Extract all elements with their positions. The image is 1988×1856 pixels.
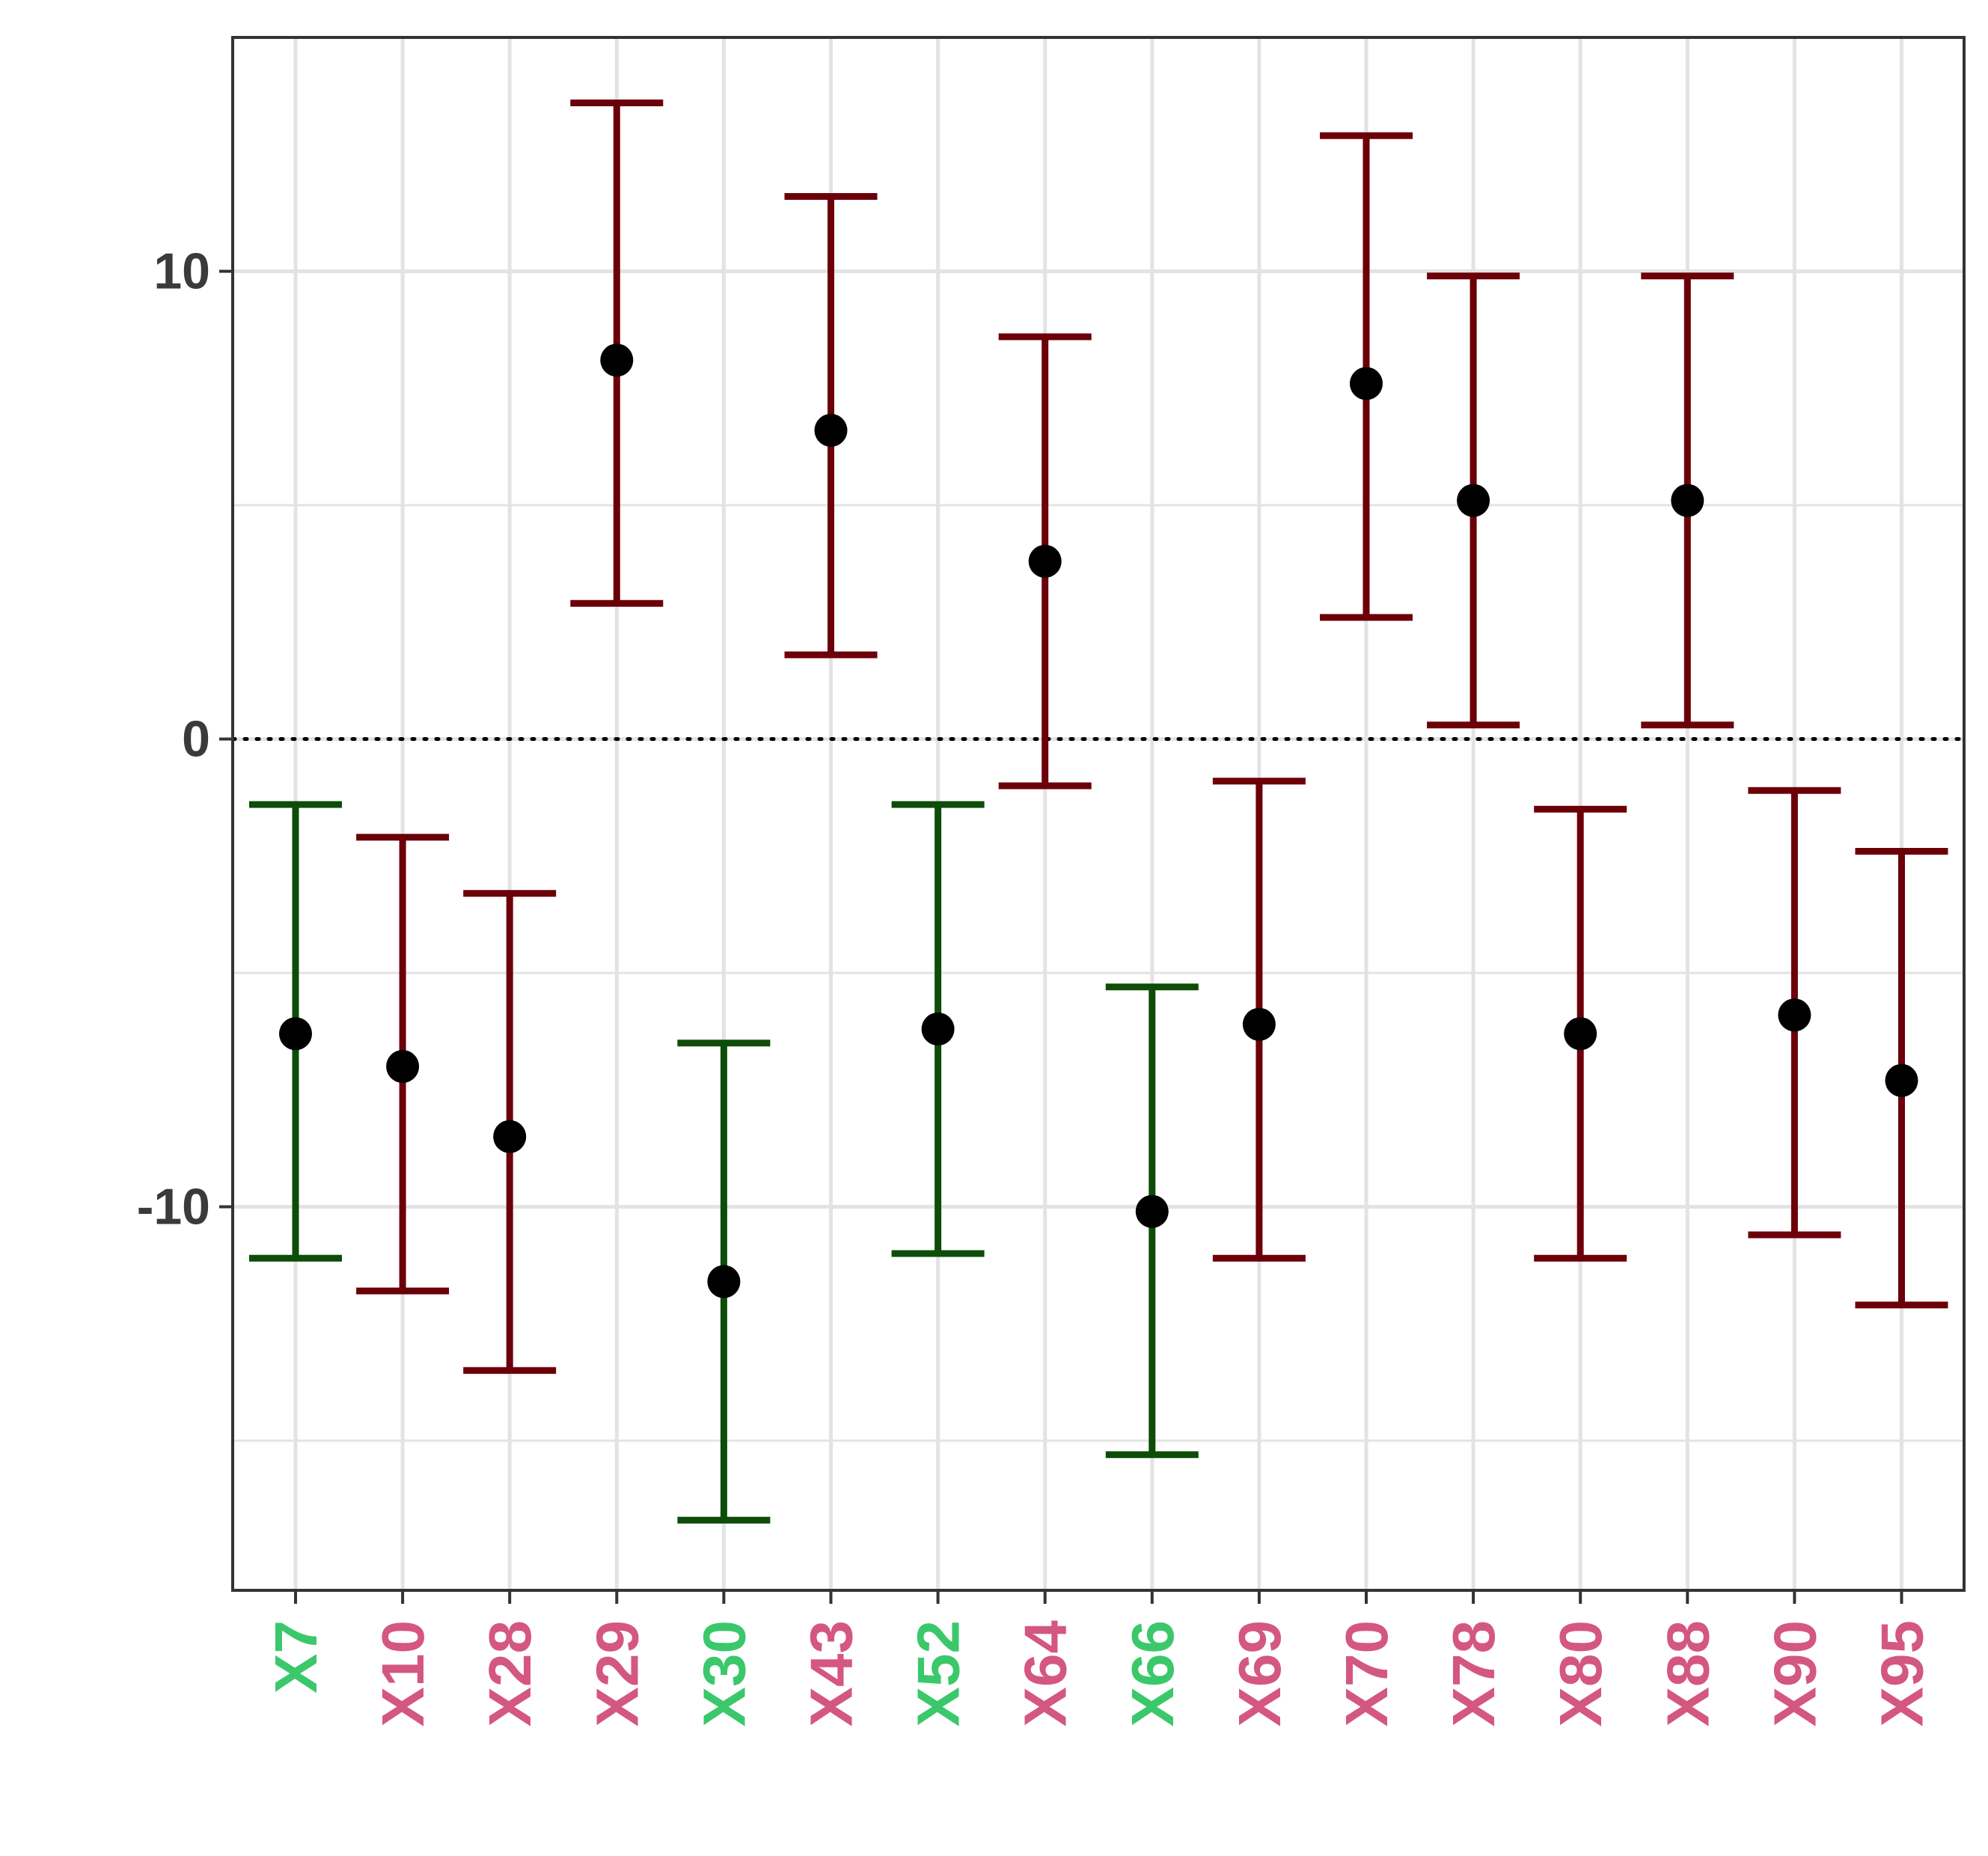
x-tick-label-x30: X30 bbox=[691, 1620, 757, 1727]
point-x69 bbox=[1242, 1007, 1276, 1041]
x-tick-label-x78: X78 bbox=[1440, 1620, 1507, 1727]
x-tick-label-x64: X64 bbox=[1012, 1620, 1079, 1727]
x-tick-label-x29: X29 bbox=[584, 1620, 650, 1727]
x-tick-label-x90: X90 bbox=[1761, 1620, 1828, 1727]
y-axis: 10 0 -10 bbox=[137, 243, 233, 1236]
x-tick-label-x88: X88 bbox=[1654, 1620, 1721, 1727]
panel-border bbox=[231, 36, 1966, 1592]
x-tick-label-x69: X69 bbox=[1226, 1620, 1293, 1727]
point-x30 bbox=[707, 1265, 741, 1298]
point-x80 bbox=[1564, 1017, 1597, 1051]
x-axis: X7 X10 X28 X29 X30 X43 X52 X64 X66 X69 X70 X78 X80 X8… bbox=[263, 1590, 1936, 1727]
point-x95 bbox=[1885, 1063, 1918, 1097]
point-x64 bbox=[1028, 545, 1062, 578]
x-tick-label-x10: X10 bbox=[370, 1620, 436, 1727]
point-x66 bbox=[1135, 1194, 1169, 1228]
point-x70 bbox=[1350, 367, 1383, 400]
point-x78 bbox=[1457, 483, 1490, 517]
point-x43 bbox=[814, 414, 848, 447]
point-x7 bbox=[279, 1017, 312, 1051]
y-tick-label: -10 bbox=[137, 1179, 210, 1236]
x-tick-label-x52: X52 bbox=[905, 1620, 972, 1727]
x-tick-label-x66: X66 bbox=[1119, 1620, 1186, 1727]
x-tick-label-x43: X43 bbox=[798, 1620, 865, 1727]
estimate-points bbox=[279, 344, 1918, 1298]
x-tick-label-x80: X80 bbox=[1547, 1620, 1614, 1727]
point-x88 bbox=[1671, 483, 1704, 517]
y-tick-label: 0 bbox=[182, 711, 210, 768]
x-tick-label-x7: X7 bbox=[263, 1620, 329, 1694]
point-x28 bbox=[493, 1120, 527, 1153]
x-tick-label-x70: X70 bbox=[1333, 1620, 1400, 1727]
panel-background bbox=[233, 37, 1964, 1590]
point-x10 bbox=[386, 1050, 420, 1083]
point-x90 bbox=[1778, 998, 1811, 1032]
x-tick-label-x28: X28 bbox=[477, 1620, 543, 1727]
y-tick-label: 10 bbox=[153, 243, 210, 300]
point-x29 bbox=[600, 344, 634, 377]
x-tick-label-x95: X95 bbox=[1869, 1620, 1936, 1727]
point-x52 bbox=[921, 1013, 955, 1045]
